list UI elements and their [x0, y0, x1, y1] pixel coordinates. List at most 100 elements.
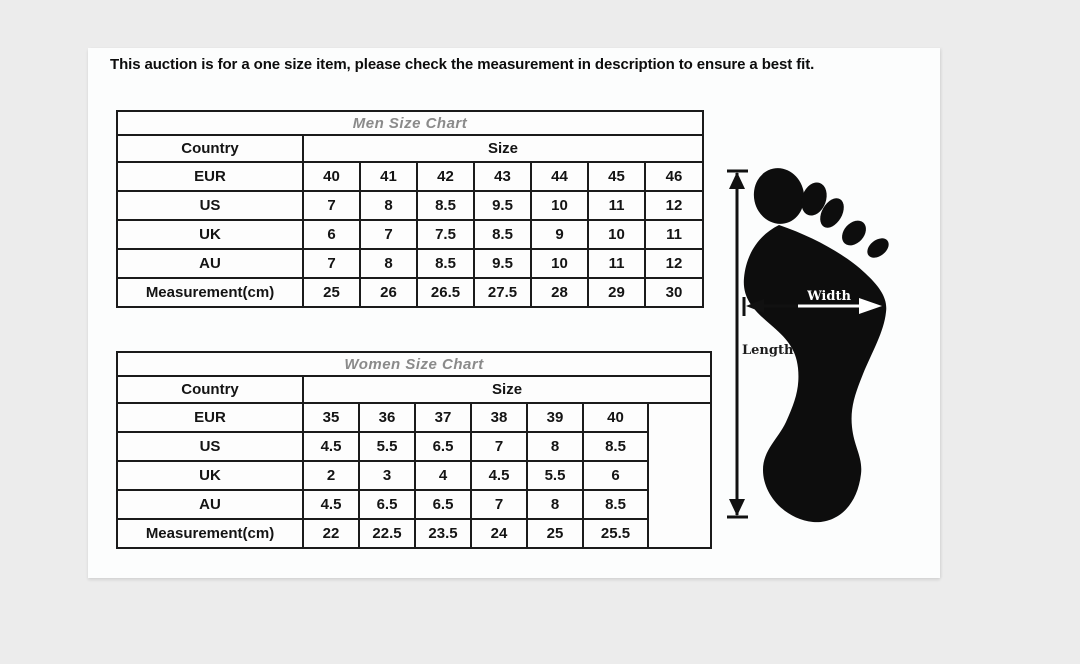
- size-value-cell: 7: [302, 190, 361, 221]
- row-label: EUR: [116, 402, 304, 433]
- size-row-au: AU 4.5 6.5 6.5 7 8 8.5: [116, 489, 711, 520]
- size-value-cell: 10: [530, 190, 589, 221]
- women-chart-title: Women Size Chart: [115, 351, 713, 377]
- size-value-cell: 39: [526, 402, 584, 433]
- women-size-chart-table: Women Size Chart Country Size EUR 35 36 37 3…: [115, 351, 713, 549]
- size-value-cell: 8.5: [416, 190, 475, 221]
- size-value-cell: 30: [643, 277, 705, 308]
- size-value-cell: 6: [582, 460, 649, 491]
- size-value-cell: 5.5: [358, 431, 416, 462]
- size-value-cell: 22: [302, 518, 360, 549]
- men-size-header: Size: [301, 134, 705, 163]
- size-value-cell: 9.5: [473, 190, 532, 221]
- toe-icon: [820, 198, 844, 228]
- row-label: AU: [116, 248, 304, 279]
- size-value-cell: 27.5: [473, 277, 532, 308]
- size-value-cell: 8: [359, 248, 418, 279]
- foot-diagram-svg: Length Width: [727, 168, 889, 523]
- size-value-cell: 24: [470, 518, 528, 549]
- size-value-cell: 8.5: [582, 431, 649, 462]
- size-value-cell: 4.5: [302, 431, 360, 462]
- size-value-cell: 7.5: [416, 219, 475, 250]
- size-value-cell: 8.5: [582, 489, 649, 520]
- size-value-cell: 12: [643, 190, 705, 221]
- men-chart-title-row: Men Size Chart: [115, 110, 705, 136]
- blank-cell: [646, 402, 713, 549]
- size-value-cell: 26.5: [416, 277, 475, 308]
- size-row-measurement-cm-: Measurement(cm) 22 22.5 23.5 24 25 25.5: [116, 518, 711, 549]
- men-country-header: Country: [116, 134, 304, 163]
- row-label: Measurement(cm): [116, 518, 304, 549]
- length-arrow: [727, 169, 748, 519]
- length-arrowhead-down: [729, 499, 745, 516]
- size-value-cell: 6.5: [358, 489, 416, 520]
- size-value-cell: 8.5: [473, 219, 532, 250]
- size-value-cell: 44: [530, 161, 589, 192]
- foot-measurement-diagram: Length Width: [722, 151, 947, 536]
- toe-icon: [801, 182, 827, 216]
- size-value-cell: 22.5: [358, 518, 416, 549]
- size-value-cell: 7: [470, 431, 528, 462]
- size-value-cell: 42: [416, 161, 475, 192]
- size-row-measurement-cm-: Measurement(cm) 25 26 26.5 27.5 28 29 30: [116, 277, 705, 308]
- size-value-cell: 28: [530, 277, 589, 308]
- size-value-cell: 37: [414, 402, 472, 433]
- auction-notice-text: This auction is for a one size item, ple…: [110, 56, 815, 73]
- size-row-uk: UK 6 7 7.5 8.5 9 10 11: [116, 219, 705, 250]
- size-value-cell: 7: [302, 248, 361, 279]
- size-row-au: AU 7 8 8.5 9.5 10 11 12: [116, 248, 705, 279]
- size-value-cell: 9.5: [473, 248, 532, 279]
- size-value-cell: 8.5: [416, 248, 475, 279]
- toe-icon: [842, 220, 866, 246]
- men-chart-header-row: Country Size: [116, 134, 705, 163]
- size-value-cell: 11: [587, 190, 646, 221]
- size-value-cell: 3: [358, 460, 416, 491]
- length-arrowhead-up: [729, 172, 745, 189]
- size-value-cell: 41: [359, 161, 418, 192]
- men-size-chart-table: Men Size Chart Country Size EUR 40 41 42 43 4…: [115, 110, 705, 308]
- size-value-cell: 26: [359, 277, 418, 308]
- footprint-shape: [743, 225, 887, 523]
- size-value-cell: 7: [470, 489, 528, 520]
- size-row-us: US 7 8 8.5 9.5 10 11 12: [116, 190, 705, 221]
- length-label: Length: [742, 343, 794, 358]
- women-chart-header-row: Country Size: [116, 375, 713, 404]
- size-value-cell: 40: [302, 161, 361, 192]
- size-value-cell: 45: [587, 161, 646, 192]
- size-value-cell: 9: [530, 219, 589, 250]
- size-value-cell: 6.5: [414, 489, 472, 520]
- women-chart-rows: EUR 35 36 37 38 39 40 US 4.5 5.5 6.5 7 8 8.5 UK 2 3 4 4.5 5…: [116, 402, 713, 549]
- size-value-cell: 6: [302, 219, 361, 250]
- big-toe-icon: [753, 168, 805, 224]
- size-value-cell: 11: [587, 248, 646, 279]
- size-value-cell: 8: [359, 190, 418, 221]
- men-chart-title: Men Size Chart: [115, 110, 705, 136]
- women-chart-title-row: Women Size Chart: [115, 351, 713, 377]
- women-size-header: Size: [301, 375, 713, 404]
- size-value-cell: 25: [302, 277, 361, 308]
- size-value-cell: 29: [587, 277, 646, 308]
- size-value-cell: 43: [473, 161, 532, 192]
- size-value-cell: 4: [414, 460, 472, 491]
- size-row-uk: UK 2 3 4 4.5 5.5 6: [116, 460, 711, 491]
- size-value-cell: 46: [643, 161, 705, 192]
- size-value-cell: 2: [302, 460, 360, 491]
- size-value-cell: 38: [470, 402, 528, 433]
- size-row-us: US 4.5 5.5 6.5 7 8 8.5: [116, 431, 711, 462]
- size-value-cell: 40: [582, 402, 649, 433]
- row-label: UK: [116, 219, 304, 250]
- women-country-header: Country: [116, 375, 304, 404]
- size-value-cell: 36: [358, 402, 416, 433]
- size-value-cell: 12: [643, 248, 705, 279]
- row-label: EUR: [116, 161, 304, 192]
- size-value-cell: 5.5: [526, 460, 584, 491]
- content-panel: This auction is for a one size item, ple…: [88, 48, 940, 578]
- size-value-cell: 4.5: [470, 460, 528, 491]
- row-label: AU: [116, 489, 304, 520]
- size-value-cell: 10: [530, 248, 589, 279]
- row-label: US: [116, 431, 304, 462]
- size-value-cell: 8: [526, 431, 584, 462]
- width-label: Width: [806, 289, 851, 304]
- size-value-cell: 4.5: [302, 489, 360, 520]
- size-value-cell: 25: [526, 518, 584, 549]
